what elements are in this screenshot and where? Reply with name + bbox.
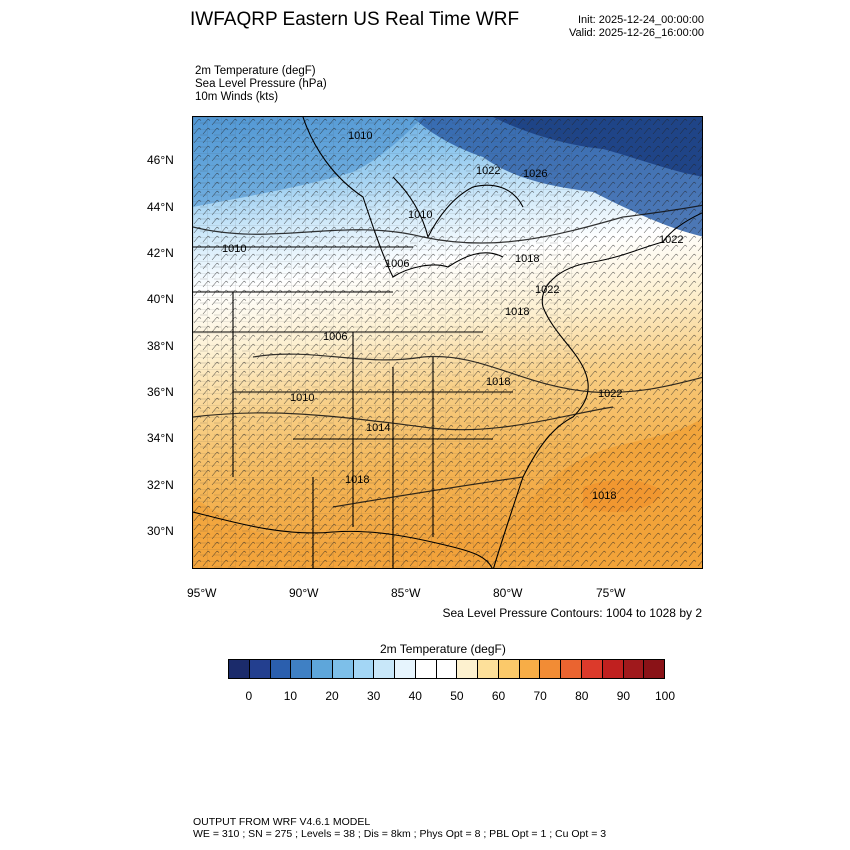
colorbar-cell — [436, 660, 458, 678]
colorbar — [228, 659, 665, 679]
lat-label: 34°N — [147, 431, 174, 445]
contour-note: Sea Level Pressure Contours: 1004 to 102… — [442, 606, 703, 620]
colorbar-cell — [540, 660, 562, 678]
colorbar-tick-label: 40 — [408, 689, 422, 703]
valid-time: Valid: 2025-12-26_16:00:00 — [569, 27, 704, 39]
colorbar-cell — [478, 660, 499, 678]
lon-label: 90°W — [289, 586, 319, 600]
colorbar-cell — [623, 660, 645, 678]
colorbar-title: 2m Temperature (degF) — [380, 642, 506, 656]
lat-label: 32°N — [147, 478, 174, 492]
weather-map — [192, 116, 703, 569]
lat-label: 30°N — [147, 524, 174, 538]
colorbar-tick-label: 60 — [491, 689, 506, 703]
colorbar-tick-label: 30 — [366, 689, 381, 703]
colorbar-tick-label: 100 — [654, 689, 676, 703]
colorbar-cell — [457, 660, 479, 678]
lat-label: 36°N — [147, 385, 174, 399]
lon-label: 80°W — [493, 586, 523, 600]
colorbar-tick-label: 50 — [450, 689, 464, 703]
colorbar-cell — [519, 660, 541, 678]
colorbar-tick-label: 20 — [325, 689, 339, 703]
colorbar-cell — [395, 660, 416, 678]
lat-label: 42°N — [147, 246, 174, 260]
init-time: Init: 2025-12-24_00:00:00 — [578, 14, 704, 26]
variable-label-winds: 10m Winds (kts) — [195, 91, 279, 103]
colorbar-cell — [498, 660, 520, 678]
colorbar-cell — [644, 660, 665, 678]
colorbar-cell — [582, 660, 603, 678]
footer-config: WE = 310 ; SN = 275 ; Levels = 38 ; Dis … — [193, 828, 607, 840]
lon-label: 75°W — [596, 586, 626, 600]
footer-model: OUTPUT FROM WRF V4.6.1 MODEL — [193, 816, 371, 828]
map-title: IWFAQRP Eastern US Real Time WRF — [190, 9, 520, 30]
temperature-field — [193, 117, 702, 568]
colorbar-tick-label: 80 — [575, 689, 589, 703]
colorbar-cell — [602, 660, 624, 678]
lon-label: 95°W — [187, 586, 217, 600]
variable-label-pressure: Sea Level Pressure (hPa) — [195, 78, 327, 90]
colorbar-cell — [229, 660, 250, 678]
colorbar-cell — [249, 660, 271, 678]
colorbar-cell — [332, 660, 354, 678]
colorbar-tick-label: 90 — [616, 689, 631, 703]
lat-label: 46°N — [147, 153, 174, 167]
colorbar-tick-label: 10 — [283, 689, 298, 703]
variable-label-temperature: 2m Temperature (degF) — [195, 65, 316, 77]
colorbar-cell — [415, 660, 437, 678]
colorbar-tick-label: 70 — [533, 689, 547, 703]
colorbar-cell — [270, 660, 292, 678]
colorbar-cell — [353, 660, 375, 678]
colorbar-tick-label: 0 — [245, 689, 253, 703]
colorbar-cell — [312, 660, 333, 678]
colorbar-cell — [561, 660, 583, 678]
lat-label: 40°N — [147, 292, 174, 306]
lat-label: 38°N — [147, 339, 174, 353]
colorbar-cell — [291, 660, 313, 678]
lon-label: 85°W — [391, 586, 421, 600]
lat-label: 44°N — [147, 200, 174, 214]
colorbar-cell — [374, 660, 396, 678]
